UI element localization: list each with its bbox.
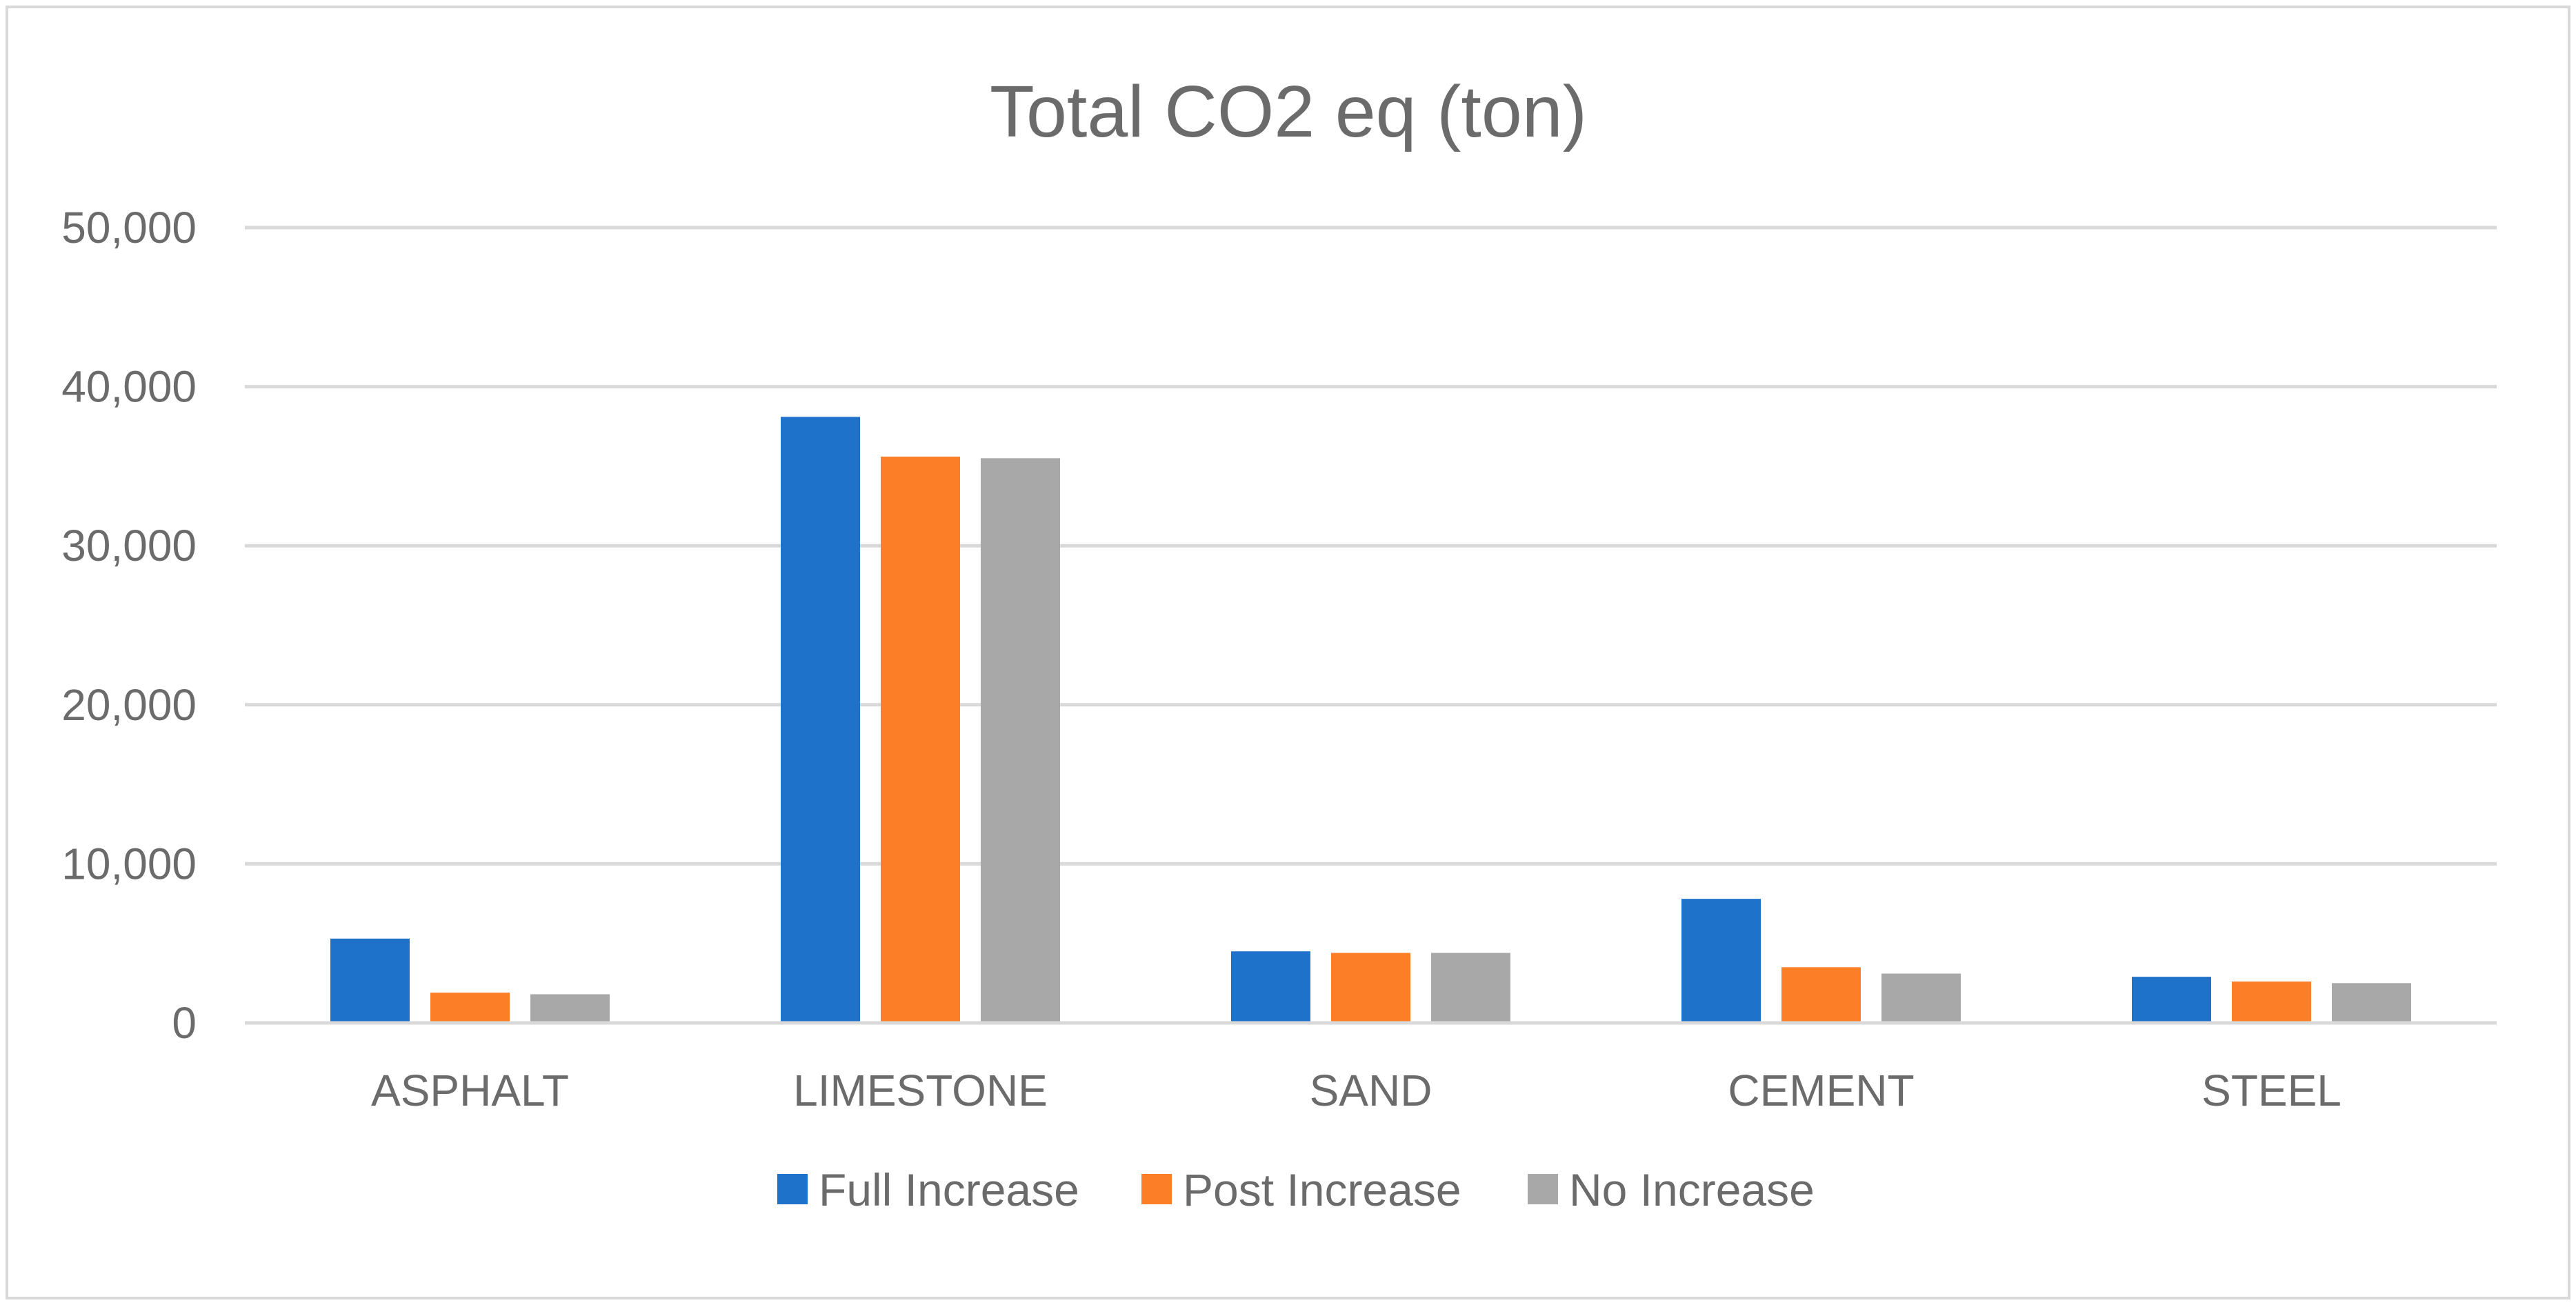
legend-label: No Increase <box>1569 1164 1815 1215</box>
bar-steel-full-increase <box>2132 977 2211 1023</box>
chart-background <box>6 6 2570 1299</box>
bar-asphalt-full-increase <box>330 938 410 1023</box>
bar-cement-full-increase <box>1681 899 1761 1023</box>
y-tick-label: 50,000 <box>61 203 197 252</box>
x-tick-label: CEMENT <box>1728 1066 1914 1115</box>
y-tick-label: 30,000 <box>61 521 197 570</box>
chart-title: Total CO2 eq (ton) <box>990 71 1587 152</box>
x-tick-label: STEEL <box>2201 1066 2342 1115</box>
x-tick-label: SAND <box>1310 1066 1432 1115</box>
legend-label: Post Increase <box>1183 1164 1461 1215</box>
legend-swatch <box>777 1174 808 1204</box>
gridlines <box>245 226 2497 866</box>
y-tick-label: 10,000 <box>61 839 197 888</box>
y-tick-label: 20,000 <box>61 680 197 730</box>
legend-swatch <box>1141 1174 1172 1204</box>
bar-limestone-post-increase <box>881 457 960 1023</box>
bar-asphalt-post-increase <box>430 993 510 1023</box>
bar-sand-no-increase <box>1431 953 1510 1023</box>
bar-limestone-no-increase <box>981 458 1060 1023</box>
bar-asphalt-no-increase <box>530 994 610 1023</box>
bar-steel-post-increase <box>2232 982 2311 1023</box>
x-tick-label: ASPHALT <box>371 1066 569 1115</box>
y-axis-ticks: 0 10,000 20,000 30,000 40,000 50,000 <box>61 203 197 1048</box>
y-tick-label: 0 <box>172 998 197 1048</box>
x-axis-ticks: ASPHALT LIMESTONE SAND CEMENT STEEL <box>371 1066 2342 1115</box>
y-tick-label: 40,000 <box>61 362 197 412</box>
bar-steel-no-increase <box>2332 983 2411 1023</box>
legend-label: Full Increase <box>819 1164 1079 1215</box>
bars <box>330 417 2411 1023</box>
x-tick-label: LIMESTONE <box>793 1066 1048 1115</box>
bar-limestone-full-increase <box>781 417 860 1023</box>
bar-cement-post-increase <box>1781 967 1861 1023</box>
bar-sand-post-increase <box>1331 953 1410 1023</box>
bar-sand-full-increase <box>1231 951 1310 1023</box>
bar-cement-no-increase <box>1881 973 1961 1023</box>
legend: Full Increase Post Increase No Increase <box>777 1164 1815 1215</box>
legend-swatch <box>1528 1174 1558 1204</box>
